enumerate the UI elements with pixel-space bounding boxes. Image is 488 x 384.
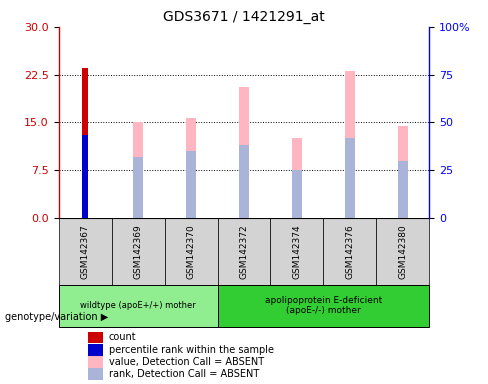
Text: GSM142367: GSM142367 bbox=[81, 224, 90, 279]
Title: GDS3671 / 1421291_at: GDS3671 / 1421291_at bbox=[163, 10, 325, 25]
Text: GSM142374: GSM142374 bbox=[292, 224, 302, 278]
Bar bbox=[186, 151, 196, 218]
Bar bbox=[398, 161, 407, 218]
Bar bbox=[88, 356, 103, 368]
Bar bbox=[345, 71, 355, 218]
Bar bbox=[88, 344, 103, 356]
Bar bbox=[345, 138, 355, 218]
Bar bbox=[218, 218, 270, 285]
Text: wildtype (apoE+/+) mother: wildtype (apoE+/+) mother bbox=[80, 301, 196, 310]
Bar bbox=[82, 68, 88, 218]
Bar bbox=[270, 218, 324, 285]
Text: GSM142370: GSM142370 bbox=[186, 224, 196, 279]
Text: rank, Detection Call = ABSENT: rank, Detection Call = ABSENT bbox=[109, 369, 259, 379]
Bar bbox=[88, 331, 103, 343]
Bar bbox=[88, 368, 103, 380]
Bar bbox=[292, 170, 302, 218]
Text: GSM142369: GSM142369 bbox=[134, 224, 142, 279]
Text: value, Detection Call = ABSENT: value, Detection Call = ABSENT bbox=[109, 357, 264, 367]
Bar bbox=[186, 118, 196, 218]
Bar bbox=[82, 135, 88, 218]
Bar bbox=[292, 138, 302, 218]
Bar bbox=[239, 145, 249, 218]
Text: GSM142380: GSM142380 bbox=[398, 224, 407, 279]
Bar bbox=[164, 218, 218, 285]
Bar bbox=[59, 218, 112, 285]
Bar bbox=[133, 122, 143, 218]
Text: count: count bbox=[109, 333, 136, 343]
Text: GSM142372: GSM142372 bbox=[240, 224, 248, 278]
Text: GSM142376: GSM142376 bbox=[346, 224, 354, 279]
Bar bbox=[376, 218, 429, 285]
Bar bbox=[59, 285, 218, 327]
Text: genotype/variation ▶: genotype/variation ▶ bbox=[5, 312, 108, 322]
Text: percentile rank within the sample: percentile rank within the sample bbox=[109, 345, 274, 355]
Bar bbox=[133, 157, 143, 218]
Bar bbox=[324, 218, 376, 285]
Bar bbox=[218, 285, 429, 327]
Bar bbox=[112, 218, 164, 285]
Bar bbox=[398, 126, 407, 218]
Bar bbox=[239, 87, 249, 218]
Text: apolipoprotein E-deficient
(apoE-/-) mother: apolipoprotein E-deficient (apoE-/-) mot… bbox=[265, 296, 382, 315]
